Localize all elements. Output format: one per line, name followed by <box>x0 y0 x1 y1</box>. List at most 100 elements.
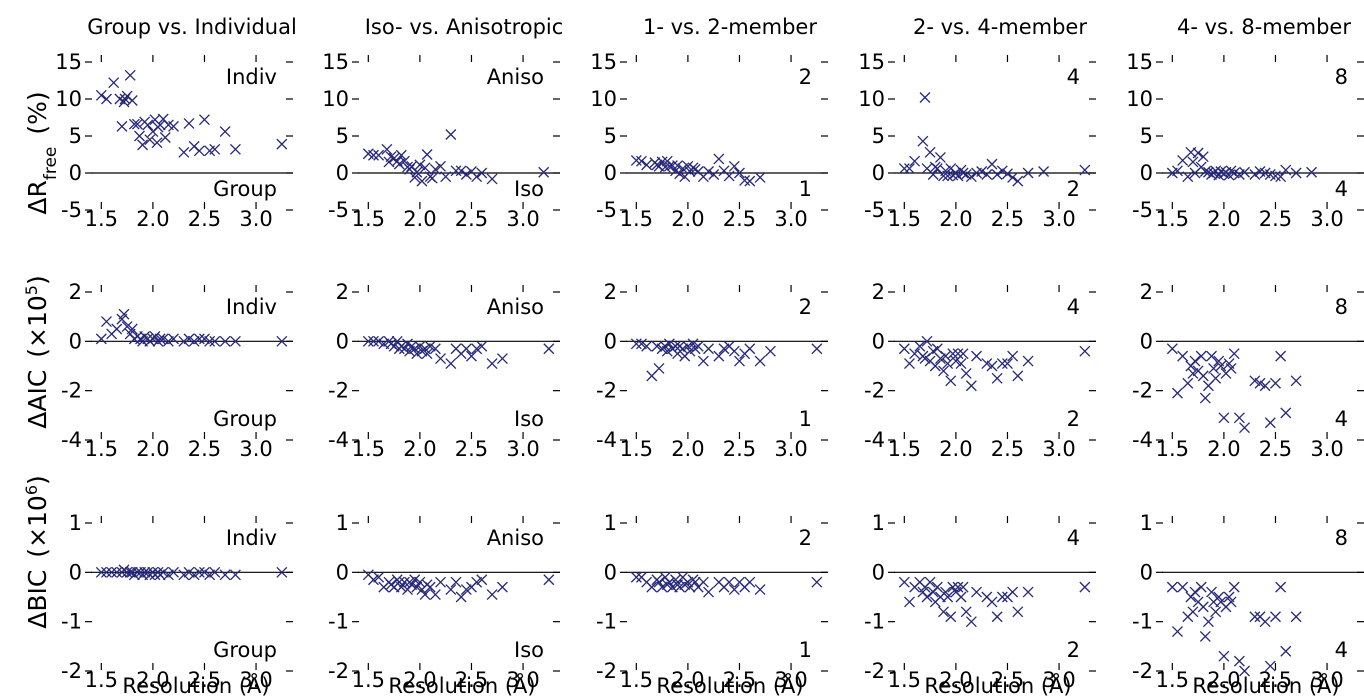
data-point <box>663 576 675 588</box>
data-point <box>111 323 123 335</box>
data-point <box>909 348 921 360</box>
column-title-1: Group vs. Individual <box>87 15 297 39</box>
data-point <box>124 69 136 81</box>
data-point <box>131 118 143 130</box>
y-tick-label: 0 <box>604 161 617 185</box>
data-point <box>1197 151 1209 163</box>
data-point <box>1197 601 1209 613</box>
column-title-4: 2- vs. 4-member <box>913 15 1087 39</box>
data-point <box>981 358 993 369</box>
data-point <box>764 345 776 357</box>
data-point <box>476 340 488 352</box>
data-point <box>466 350 477 362</box>
data-point <box>636 338 647 350</box>
data-point <box>754 171 766 183</box>
data-point <box>429 589 441 600</box>
data-point <box>1199 631 1211 642</box>
data-point <box>641 340 653 352</box>
x-tick-label: 1.5 <box>1156 437 1189 461</box>
x-tick-label: 2.5 <box>455 207 488 231</box>
data-point <box>927 169 939 180</box>
data-point <box>697 355 709 367</box>
data-point <box>672 160 684 172</box>
x-tick-label: 2.5 <box>1259 437 1292 461</box>
label-upper-model: Aniso <box>487 65 544 89</box>
x-tick-label: 2.0 <box>1207 207 1240 231</box>
data-point <box>1182 377 1194 389</box>
x-tick-label: 2.5 <box>723 207 756 231</box>
panel-r2-c4: -4 -2 0 2 1.5 2.0 2.5 3.0 4 2 <box>864 280 1096 461</box>
data-point <box>95 333 107 345</box>
x-tick-label: 3.0 <box>1042 207 1075 231</box>
y-tick-label: 10 <box>322 87 349 111</box>
data-point <box>898 343 910 355</box>
row-labels: ΔRfree(%) ΔAIC(×105) ΔBIC(×106) <box>22 91 62 628</box>
data-point <box>1192 147 1204 159</box>
panel-r2-c2: -4 -2 0 2 1.5 2.0 2.5 3.0 Aniso Iso <box>328 280 560 461</box>
panel-r2-c1: -4 -2 0 2 1.5 2.0 2.5 3.0 Indiv Group <box>61 280 293 461</box>
data-point <box>368 335 379 347</box>
data-point <box>162 335 174 347</box>
x-tick-label: 1.5 <box>85 207 118 231</box>
data-point <box>395 581 407 593</box>
x-tick-label: 1.5 <box>888 668 921 692</box>
data-point <box>421 149 433 160</box>
label-upper-model: Aniso <box>487 526 544 550</box>
data-point <box>934 152 946 163</box>
data-point <box>193 566 205 578</box>
data-point <box>1208 363 1220 374</box>
y-tick-label: -4 <box>61 428 82 452</box>
y-tick-label: 0 <box>604 560 617 584</box>
data-point <box>1079 345 1091 357</box>
data-point <box>986 596 998 608</box>
y-tick-label: 0 <box>69 161 82 185</box>
y-tick-label: 1 <box>1140 511 1153 535</box>
data-point <box>723 170 735 182</box>
y-tick-label: -4 <box>596 428 617 452</box>
data-point <box>1259 380 1271 392</box>
data-point <box>1202 616 1214 628</box>
y-tick-label: -1 <box>328 610 349 634</box>
row-label-bic: ΔBIC(×106) <box>22 475 53 629</box>
panel-r3-c5: -2 -1 0 1 1.5 2.0 2.5 3.0 8 4 <box>1132 511 1364 692</box>
y-tick-label: -2 <box>596 659 617 683</box>
data-point <box>219 569 231 581</box>
y-tick-label: -5 <box>61 198 82 222</box>
y-tick-label: 0 <box>336 329 349 353</box>
data-point <box>108 77 120 89</box>
data-point <box>1239 166 1250 178</box>
data-point <box>426 172 438 184</box>
y-tick-label: -1 <box>1132 610 1153 634</box>
label-lower-model: 1 <box>799 638 812 662</box>
column-title-5: 4- vs. 8-member <box>1177 15 1351 39</box>
y-tick-label: -4 <box>1132 428 1153 452</box>
x-tick-label: 3.0 <box>1042 668 1075 692</box>
label-lower-model: 4 <box>1335 177 1348 201</box>
data-point <box>1195 350 1207 362</box>
data-point <box>1007 171 1019 183</box>
x-tick-label: 1.5 <box>888 437 921 461</box>
y-tick-label: 0 <box>1140 560 1153 584</box>
y-tick-label: 15 <box>590 50 617 74</box>
data-point <box>111 566 123 578</box>
x-tick-label: 2.0 <box>403 437 436 461</box>
data-point <box>406 579 418 591</box>
data-point <box>929 360 941 372</box>
data-point <box>178 335 190 347</box>
label-lower-model: Group <box>213 638 277 662</box>
y-tick-label: -2 <box>328 659 349 683</box>
panel-r3-c3: -2 -1 0 1 1.5 2.0 2.5 3.0 2 1 <box>596 511 828 692</box>
data-point <box>398 576 410 588</box>
data-point <box>697 576 709 588</box>
data-point <box>209 566 221 578</box>
label-upper-model: 2 <box>799 65 812 89</box>
data-point <box>744 576 756 588</box>
label-lower-model: 4 <box>1335 407 1348 431</box>
data-point <box>692 340 704 352</box>
row-label-aic: ΔAIC(×105) <box>22 275 53 429</box>
y-tick-label: 10 <box>1126 87 1153 111</box>
data-point <box>659 161 671 173</box>
data-point <box>1197 370 1209 382</box>
